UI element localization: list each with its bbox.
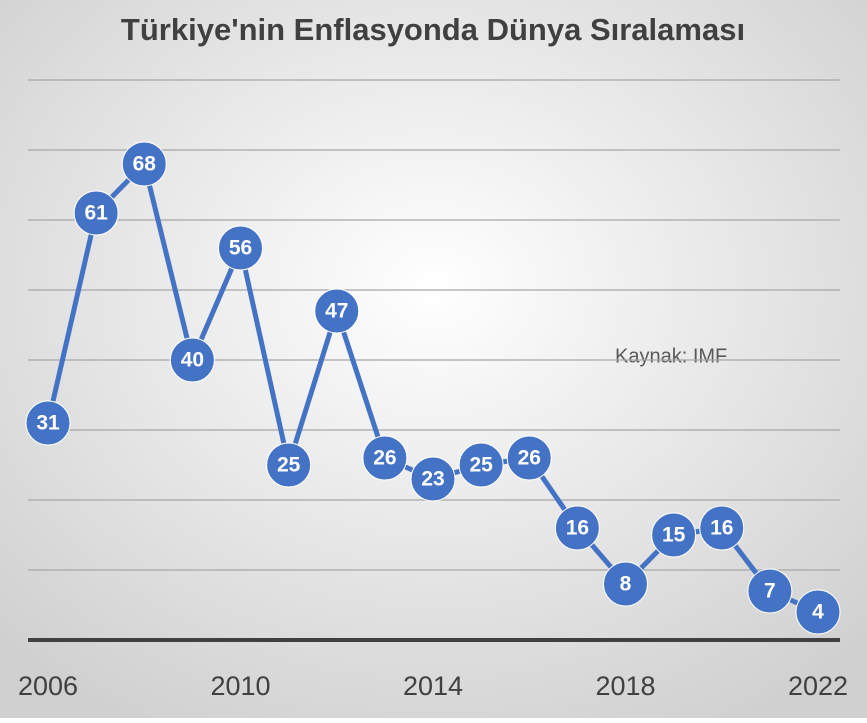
- marker: [699, 505, 745, 551]
- marker: [651, 512, 697, 558]
- data-label: 4: [812, 601, 824, 624]
- x-tick-label: 2010: [210, 671, 270, 701]
- marker: [314, 288, 360, 334]
- marker: [747, 568, 793, 614]
- marker: [362, 435, 408, 481]
- marker: [121, 141, 167, 187]
- marker: [25, 400, 71, 446]
- data-label: 7: [764, 580, 776, 603]
- data-label: 25: [277, 454, 301, 477]
- marker: [795, 589, 841, 635]
- marker: [169, 337, 215, 383]
- x-tick-label: 2022: [788, 671, 848, 701]
- marker: [218, 225, 263, 271]
- data-label: 16: [710, 517, 733, 540]
- data-label: 8: [620, 573, 632, 596]
- marker: [458, 442, 504, 488]
- marker: [603, 561, 648, 607]
- marker: [266, 442, 312, 488]
- data-label: 47: [325, 300, 348, 323]
- annotation: Kaynak: IMF: [615, 345, 727, 367]
- data-label: 26: [373, 447, 396, 470]
- x-tick-label: 2018: [595, 671, 655, 701]
- marker: [554, 505, 600, 551]
- data-label: 15: [662, 524, 686, 547]
- data-label: 26: [518, 447, 541, 470]
- data-label: 31: [36, 412, 60, 435]
- chart-title: Türkiye'nin Enflasyonda Dünya Sıralaması: [121, 12, 745, 47]
- data-label: 40: [181, 349, 204, 372]
- data-label: 56: [229, 237, 252, 260]
- marker: [73, 190, 119, 236]
- data-label: 16: [566, 517, 589, 540]
- x-tick-label: 2014: [403, 671, 463, 701]
- marker: [410, 456, 456, 502]
- data-label: 23: [421, 468, 444, 491]
- data-label: 61: [84, 202, 108, 225]
- data-label: 68: [133, 153, 157, 176]
- data-label: 25: [469, 454, 493, 477]
- x-tick-label: 2006: [18, 671, 78, 701]
- marker: [506, 435, 552, 481]
